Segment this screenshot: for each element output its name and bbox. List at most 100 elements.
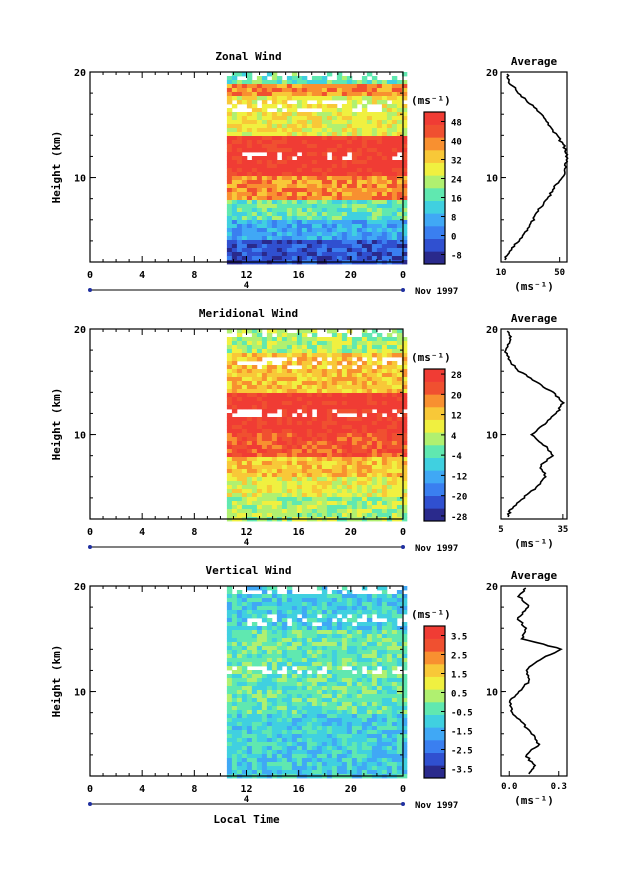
- heatmap-cell: [371, 489, 378, 494]
- heatmap-cell: [326, 341, 333, 346]
- heatmap-cell: [256, 377, 263, 382]
- heatmap-cell: [281, 465, 288, 470]
- heatmap-cell: [286, 357, 293, 362]
- heatmap-cell: [321, 112, 328, 117]
- heatmap-cell: [371, 469, 378, 474]
- heatmap-cell: [311, 389, 318, 394]
- heatmap-cell: [376, 489, 383, 494]
- heatmap-cell: [236, 710, 243, 715]
- heatmap-cell: [326, 658, 333, 663]
- heatmap-cell: [326, 345, 333, 350]
- heatmap-cell: [331, 726, 338, 731]
- heatmap-cell: [241, 686, 248, 691]
- heatmap-cell: [301, 112, 308, 117]
- heatmap-cell: [356, 610, 363, 615]
- heatmap-cell: [346, 626, 353, 631]
- heatmap-cell: [386, 614, 393, 619]
- heatmap-cell: [306, 184, 313, 189]
- heatmap-cell: [271, 746, 278, 751]
- heatmap-cell: [376, 658, 383, 663]
- heatmap-cell: [231, 594, 238, 599]
- heatmap-cell: [256, 485, 263, 490]
- heatmap-cell: [266, 397, 273, 402]
- heatmap-cell: [391, 224, 398, 229]
- heatmap-cell: [316, 501, 323, 506]
- heatmap-cell: [341, 445, 348, 450]
- heatmap-cell: [246, 718, 253, 723]
- heatmap-cell: [331, 698, 338, 703]
- heatmap-cell: [261, 594, 268, 599]
- heatmap-cell: [326, 493, 333, 498]
- heatmap-cell: [391, 80, 398, 85]
- heatmap-cell: [271, 509, 278, 514]
- heatmap-cell: [306, 497, 313, 502]
- heatmap-cell: [291, 429, 298, 434]
- heatmap-cell: [401, 184, 408, 189]
- heatmap-cell: [271, 224, 278, 229]
- heatmap-cell: [366, 385, 373, 390]
- heatmap-cell: [336, 216, 343, 221]
- heatmap-cell: [341, 730, 348, 735]
- heatmap-cell: [396, 128, 403, 133]
- heatmap-cell: [246, 702, 253, 707]
- heatmap-cell: [301, 469, 308, 474]
- heatmap-cell: [371, 385, 378, 390]
- heatmap-cell: [386, 381, 393, 386]
- heatmap-cell: [251, 706, 258, 711]
- heatmap-cell: [286, 240, 293, 245]
- heatmap-cell: [376, 477, 383, 482]
- heatmap-cell: [341, 465, 348, 470]
- heatmap-cell: [391, 240, 398, 245]
- heatmap-cell: [276, 208, 283, 213]
- heatmap-cell: [246, 389, 253, 394]
- heatmap-cell: [231, 598, 238, 603]
- heatmap-cell: [316, 654, 323, 659]
- heatmap-cell: [296, 104, 303, 109]
- heatmap-cell: [331, 742, 338, 747]
- heatmap-cell: [361, 361, 368, 366]
- heatmap-cell: [326, 256, 333, 261]
- heatmap-cell: [326, 128, 333, 133]
- heatmap-cell: [381, 722, 388, 727]
- heatmap-cell: [386, 92, 393, 97]
- heatmap-cell: [256, 425, 263, 430]
- heatmap-cell: [251, 734, 258, 739]
- heatmap-cell: [316, 666, 323, 671]
- heatmap-cell: [396, 437, 403, 442]
- heatmap-cell: [331, 706, 338, 711]
- heatmap-cell: [401, 634, 408, 639]
- heatmap-cell: [321, 497, 328, 502]
- heatmap-cell: [366, 216, 373, 221]
- heatmap-cell: [346, 116, 353, 121]
- heatmap-cell: [391, 477, 398, 482]
- heatmap-cell: [361, 196, 368, 201]
- heatmap-cell: [281, 714, 288, 719]
- heatmap-cell: [381, 256, 388, 261]
- heatmap-cell: [341, 369, 348, 374]
- heatmap-cell: [271, 678, 278, 683]
- heatmap-cell: [296, 76, 303, 81]
- heatmap-cell: [271, 405, 278, 410]
- y-axis-label: Height (km): [50, 131, 63, 204]
- heatmap-cell: [256, 594, 263, 599]
- heatmap-cell: [241, 489, 248, 494]
- heatmap-cell: [356, 373, 363, 378]
- heatmap-cell: [241, 220, 248, 225]
- heatmap-cell: [321, 590, 328, 595]
- heatmap-cell: [386, 425, 393, 430]
- heatmap-cell: [356, 690, 363, 695]
- heatmap-cell: [301, 361, 308, 366]
- heatmap-cell: [331, 361, 338, 366]
- heatmap-cell: [331, 240, 338, 245]
- heatmap-cell: [401, 654, 408, 659]
- heatmap-cell: [341, 750, 348, 755]
- heatmap-cell: [306, 686, 313, 691]
- heatmap-cell: [361, 112, 368, 117]
- heatmap-cell: [351, 361, 358, 366]
- heatmap-cell: [316, 409, 323, 414]
- heatmap-cell: [301, 240, 308, 245]
- heatmap-cell: [326, 84, 333, 89]
- heatmap-cell: [366, 734, 373, 739]
- colorbar-tick-label: 40: [451, 138, 462, 148]
- heatmap-cell: [321, 726, 328, 731]
